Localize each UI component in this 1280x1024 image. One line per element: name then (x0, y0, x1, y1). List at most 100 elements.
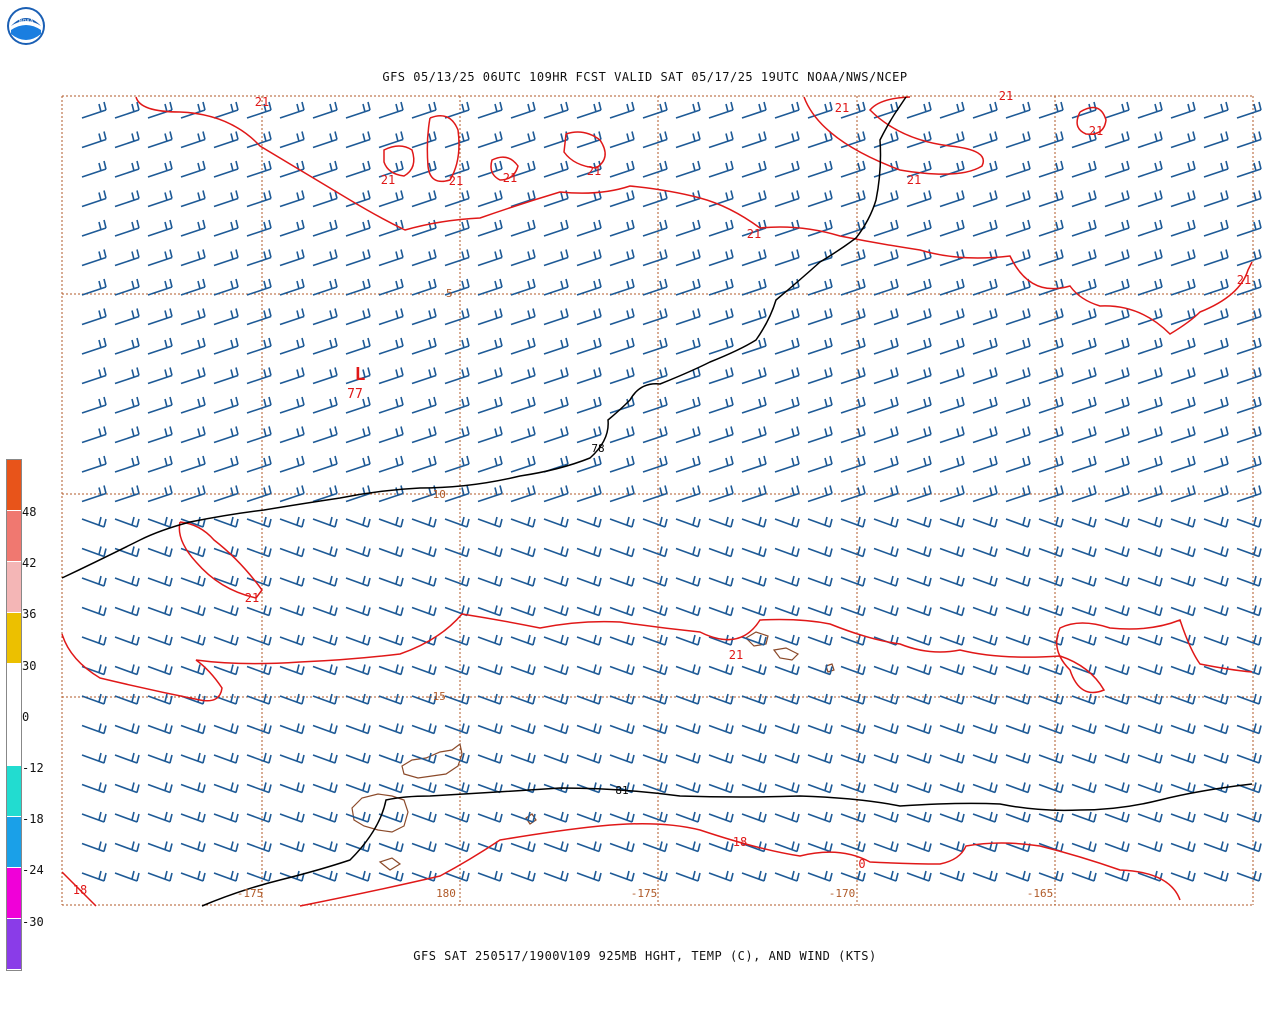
wind-barb (213, 219, 239, 237)
wind-barb (1137, 575, 1163, 587)
wind-barb (147, 101, 173, 119)
wind-barb (1170, 426, 1196, 444)
wind-barb (708, 308, 734, 326)
wind-barb (147, 516, 173, 528)
wind-barb (180, 278, 206, 296)
wind-barb (246, 575, 272, 587)
wind-barb (807, 664, 833, 676)
wind-barb (873, 841, 899, 853)
wind-barb (642, 634, 668, 646)
wind-barb (345, 516, 371, 528)
wind-barb (741, 308, 767, 326)
wind-barb (147, 160, 173, 178)
wind-barb (1137, 101, 1163, 119)
wind-barb (774, 811, 800, 823)
wind-barb (807, 396, 833, 414)
wind-barb (576, 455, 602, 473)
wind-barb (510, 249, 536, 267)
colorbar-segment (7, 460, 21, 511)
wind-barb (180, 782, 206, 794)
wind-barb (1236, 546, 1262, 558)
wind-barb (1137, 841, 1163, 853)
wind-barb (279, 782, 305, 794)
wind-barb (1203, 426, 1229, 444)
wind-barb (741, 752, 767, 764)
wind-barb (675, 249, 701, 267)
temp-contour-21 (178, 521, 263, 599)
wind-barb (411, 811, 437, 823)
wind-barb (279, 811, 305, 823)
wind-barb (180, 337, 206, 355)
wind-barb (477, 367, 503, 385)
wind-barb (873, 546, 899, 558)
wind-barb (741, 278, 767, 296)
wind-barb (609, 546, 635, 558)
wind-barb (1071, 426, 1097, 444)
wind-barb (1170, 219, 1196, 237)
wind-barb (510, 426, 536, 444)
chart-subtitle: GFS SAT 250517/1900V109 925MB HGHT, TEMP… (413, 949, 877, 963)
wind-barb (609, 841, 635, 853)
wind-barb (774, 575, 800, 587)
wind-barb (642, 752, 668, 764)
wind-barb (1071, 249, 1097, 267)
wind-barb (378, 131, 404, 149)
wind-barb (840, 811, 866, 823)
wind-barb (576, 664, 602, 676)
wind-barb (543, 841, 569, 853)
wind-barb (378, 782, 404, 794)
wind-barb (873, 426, 899, 444)
wind-barb (411, 693, 437, 705)
wind-barb (840, 219, 866, 237)
wind-barb (708, 131, 734, 149)
longitude-label: 180 (436, 887, 456, 900)
wind-barb (246, 426, 272, 444)
wind-barb (1203, 752, 1229, 764)
wind-barb (213, 870, 239, 882)
wind-barb (510, 516, 536, 528)
wind-barb (642, 723, 668, 735)
wind-barb (642, 249, 668, 267)
wind-barb (1071, 811, 1097, 823)
wind-barb (1170, 485, 1196, 503)
wind-barb (1203, 546, 1229, 558)
wind-barb (378, 723, 404, 735)
wind-barb (708, 605, 734, 617)
wind-barb (312, 605, 338, 617)
wind-barb (345, 455, 371, 473)
wind-barb (81, 485, 107, 503)
wind-barb (675, 693, 701, 705)
wind-barb (543, 426, 569, 444)
wind-barb (873, 782, 899, 794)
wind-barb (510, 693, 536, 705)
colorbar (6, 459, 22, 971)
wind-barb (576, 752, 602, 764)
wind-barb (444, 575, 470, 587)
wind-barb (609, 811, 635, 823)
wind-barb (378, 546, 404, 558)
wind-barb (906, 249, 932, 267)
wind-barb (543, 870, 569, 882)
wind-barb (1137, 782, 1163, 794)
wind-barb (1170, 870, 1196, 882)
wind-barb (114, 160, 140, 178)
wind-barb (543, 160, 569, 178)
wind-barb (609, 131, 635, 149)
wind-barb (345, 575, 371, 587)
wind-barb (1005, 782, 1031, 794)
wind-barb (411, 516, 437, 528)
wind-barb (840, 101, 866, 119)
wind-barb (675, 723, 701, 735)
wind-barb (642, 455, 668, 473)
wind-barb (312, 308, 338, 326)
wind-barb (576, 546, 602, 558)
low-pressure-value: 77 (347, 387, 363, 402)
wind-barb (345, 605, 371, 617)
wind-barb (180, 455, 206, 473)
wind-barb (906, 634, 932, 646)
wind-barb (906, 605, 932, 617)
wind-barb (840, 664, 866, 676)
wind-barb (972, 426, 998, 444)
wind-barb (147, 308, 173, 326)
wind-barb (675, 782, 701, 794)
